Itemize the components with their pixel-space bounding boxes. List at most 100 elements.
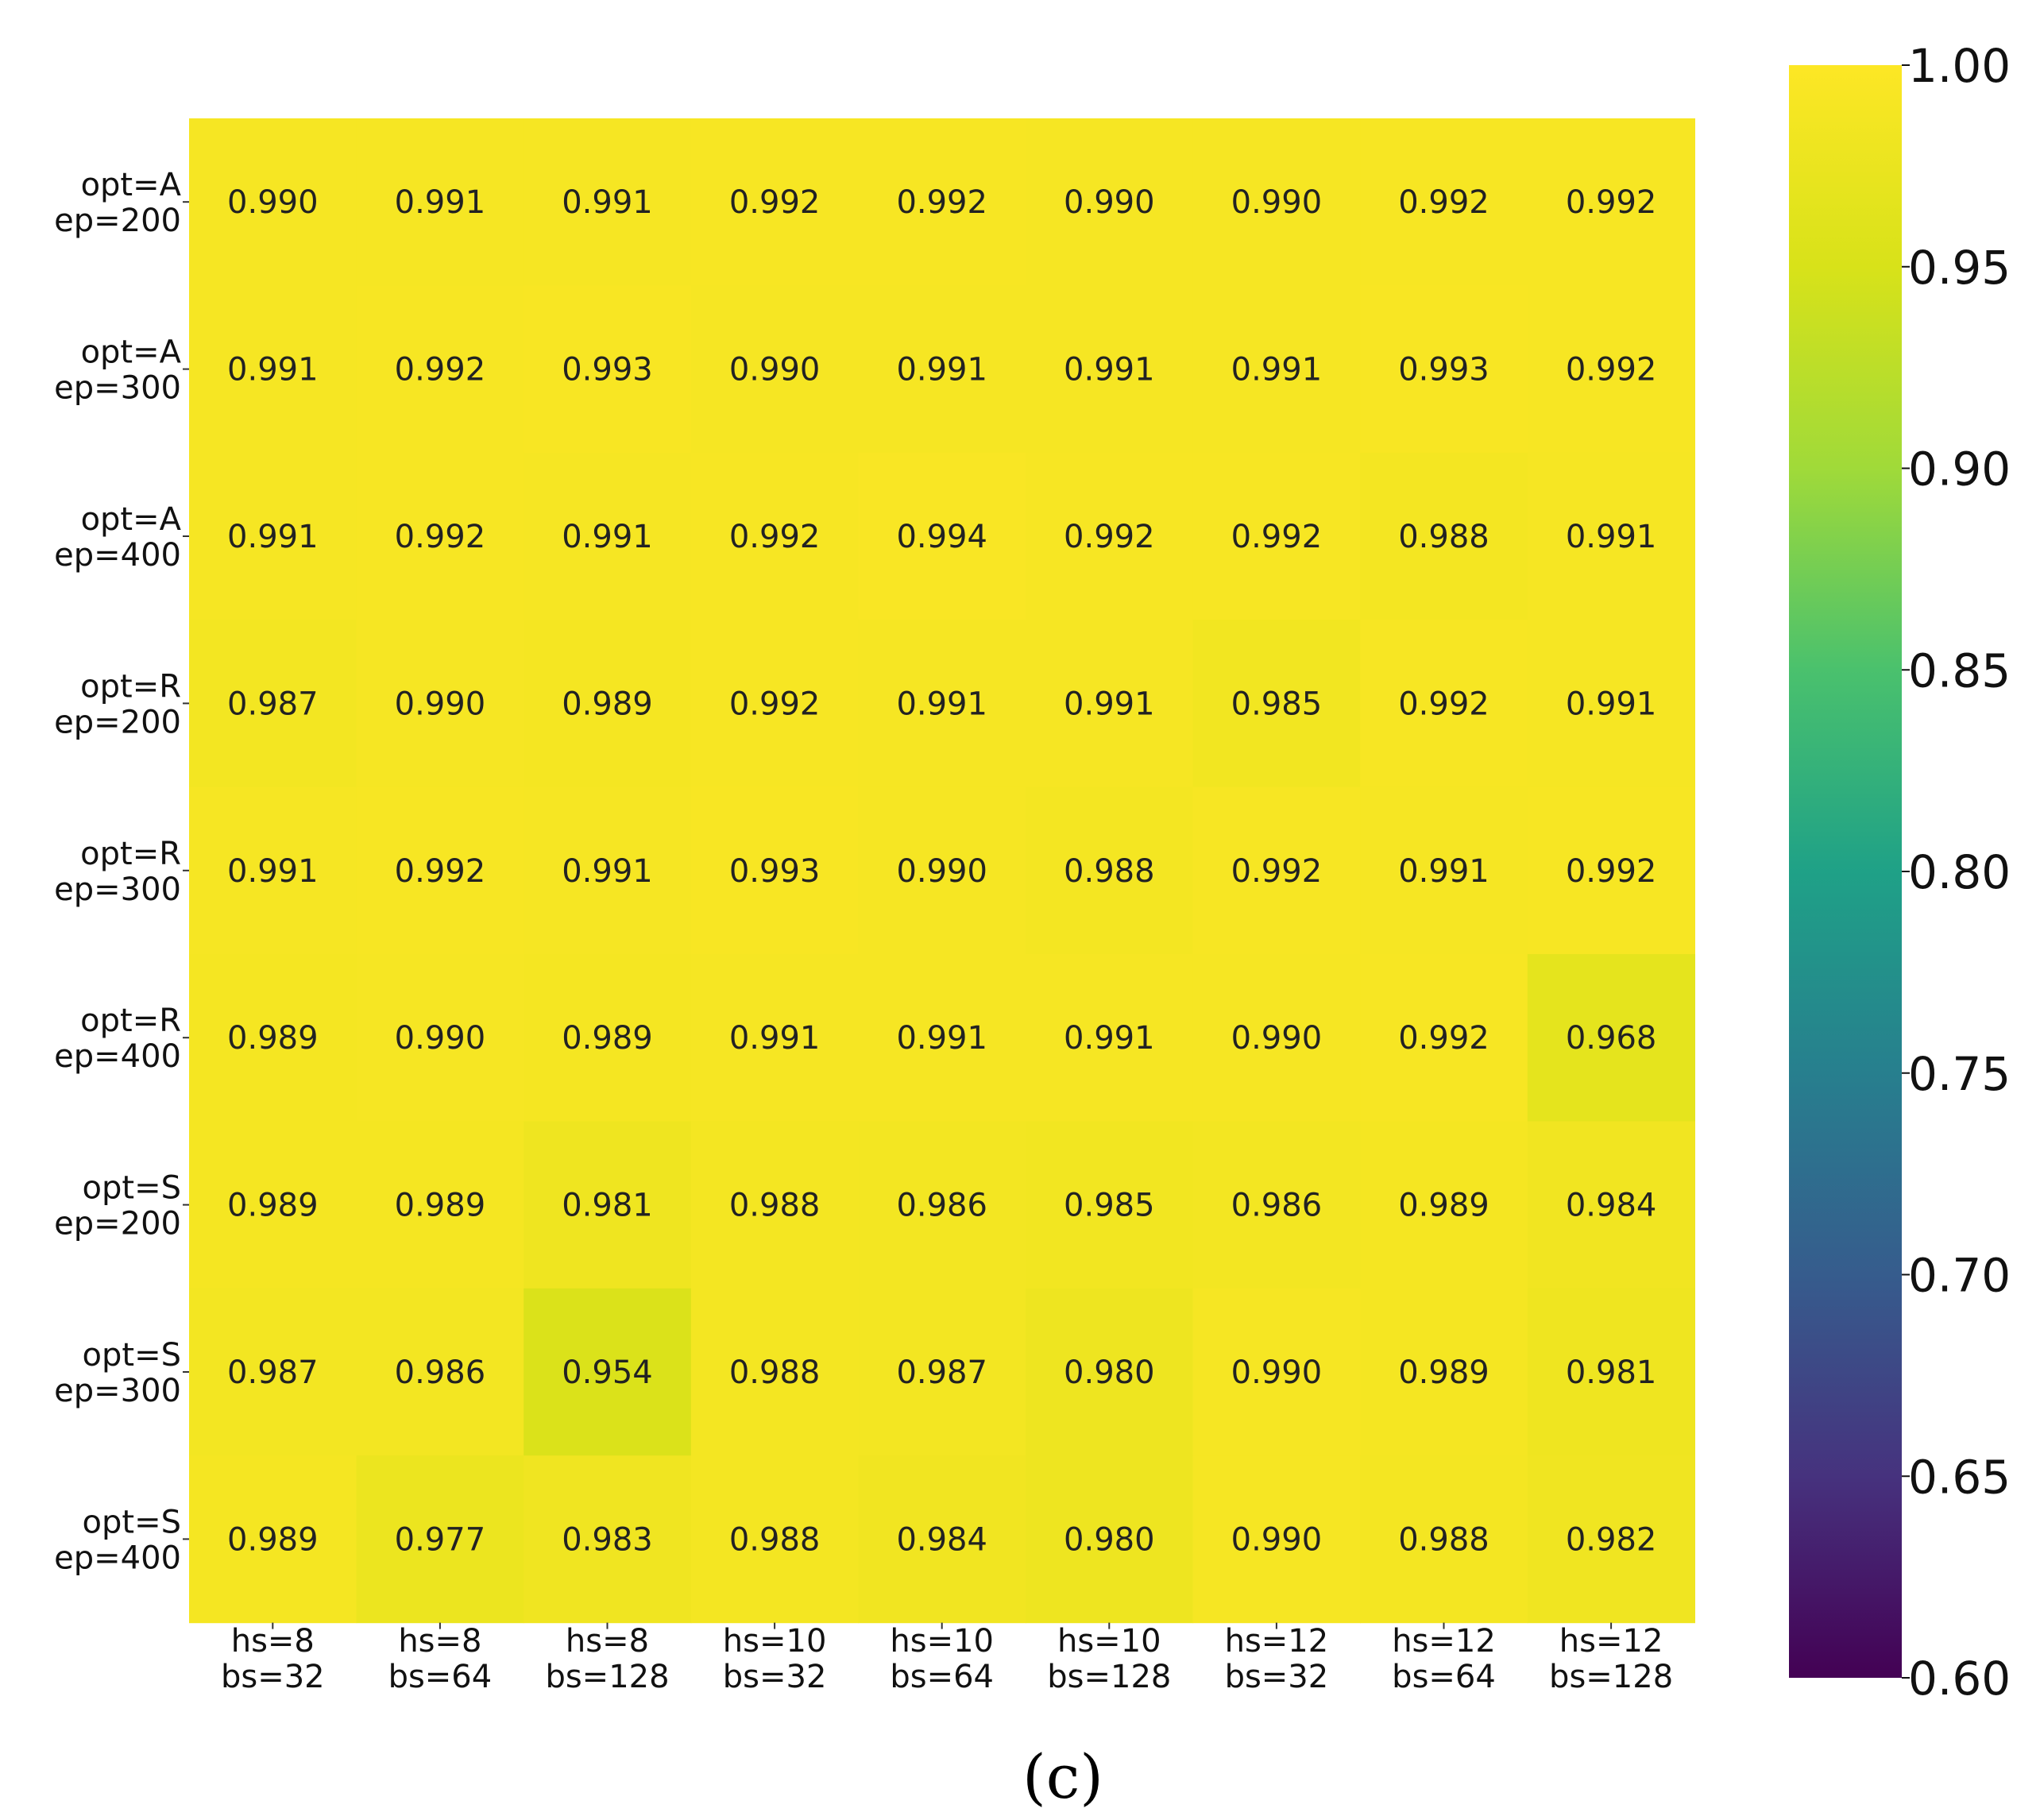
cell-value-label: 0.991 — [1231, 352, 1323, 388]
x-tick-label: bs=32 — [221, 1659, 325, 1695]
heatmap-cell — [858, 954, 1026, 1122]
heatmap-cell — [1192, 1121, 1361, 1289]
x-tick-label: bs=128 — [545, 1659, 669, 1695]
y-tick-label: ep=400 — [54, 537, 181, 574]
cell-value-label: 0.992 — [1231, 853, 1323, 890]
heatmap-cell — [1527, 1121, 1695, 1289]
heatmap-cell — [356, 954, 524, 1122]
cell-value-label: 0.988 — [1398, 519, 1489, 555]
heatmap-cell — [356, 1288, 524, 1456]
colorbar-tick-label: 0.65 — [1908, 1450, 2011, 1504]
heatmap-cell — [858, 620, 1026, 788]
heatmap-cell — [1192, 786, 1361, 955]
y-tick-label: ep=200 — [54, 1206, 181, 1242]
heatmap-cell — [524, 1455, 692, 1624]
cell-value-label: 0.989 — [395, 1188, 486, 1224]
cell-value-label: 0.991 — [896, 686, 987, 722]
cell-value-label: 0.992 — [1064, 519, 1155, 555]
y-tick-label: ep=300 — [54, 370, 181, 407]
cell-value-label: 0.981 — [1566, 1354, 1657, 1391]
cell-value-label: 0.984 — [1566, 1188, 1657, 1224]
cell-value-label: 0.992 — [896, 184, 987, 221]
heatmap-cell — [690, 1455, 859, 1624]
heatmap-cell — [1527, 1455, 1695, 1624]
cell-value-label: 0.985 — [1064, 1188, 1155, 1224]
heatmap-cell — [524, 1121, 692, 1289]
heatmap-cell — [1192, 1455, 1361, 1624]
colorbar-tick-label: 0.90 — [1908, 442, 2011, 497]
cell-value-label: 0.987 — [227, 686, 319, 722]
heatmap-cell — [690, 954, 859, 1122]
x-tick-label: hs=12 — [1392, 1623, 1496, 1660]
cell-value-label: 0.992 — [729, 686, 821, 722]
heatmap-cell — [524, 285, 692, 454]
y-tick-label: opt=R — [80, 1003, 181, 1039]
cell-value-label: 0.992 — [1398, 184, 1489, 221]
y-tick-label: ep=400 — [54, 1038, 181, 1075]
heatmap-cell — [1527, 620, 1695, 788]
cell-value-label: 0.990 — [395, 686, 486, 722]
heatmap-cell — [1527, 118, 1695, 286]
cell-value-label: 0.990 — [395, 1020, 486, 1057]
cell-value-label: 0.989 — [1398, 1354, 1489, 1391]
heatmap-cell — [1192, 1288, 1361, 1456]
cell-value-label: 0.990 — [1231, 184, 1323, 221]
cell-value-label: 0.991 — [896, 352, 987, 388]
y-tick-label: opt=A — [81, 167, 182, 203]
colorbar — [1789, 65, 1902, 1678]
heatmap-cell — [189, 1288, 357, 1456]
cell-value-label: 0.983 — [562, 1521, 653, 1558]
colorbar-gradient — [1789, 65, 1902, 1678]
y-tick-label: opt=S — [83, 1170, 181, 1207]
cell-value-label: 0.990 — [1231, 1020, 1323, 1057]
colorbar-tick-label: 0.75 — [1908, 1047, 2011, 1101]
heatmap-cell — [1192, 285, 1361, 454]
x-tick-label: bs=64 — [890, 1659, 994, 1695]
y-axis-tick-labels: opt=Aep=200opt=Aep=300opt=Aep=400opt=Rep… — [54, 167, 189, 1576]
x-tick-label: hs=10 — [723, 1623, 827, 1660]
cell-value-label: 0.992 — [1566, 853, 1657, 890]
cell-value-label: 0.989 — [1398, 1188, 1489, 1224]
heatmap-cell — [189, 620, 357, 788]
heatmap-cell — [356, 1121, 524, 1289]
heatmap-cell — [690, 1121, 859, 1289]
heatmap-cell — [690, 786, 859, 955]
x-tick-label: hs=10 — [890, 1623, 994, 1660]
heatmap-cell — [1026, 1455, 1194, 1624]
cell-value-label: 0.977 — [395, 1521, 486, 1558]
colorbar-tick-label: 0.95 — [1908, 241, 2011, 295]
cell-value-label: 0.992 — [395, 853, 486, 890]
cell-value-label: 0.991 — [562, 519, 653, 555]
cell-value-label: 0.985 — [1231, 686, 1323, 722]
cell-value-label: 0.986 — [395, 1354, 486, 1391]
x-tick-label: bs=128 — [1047, 1659, 1171, 1695]
heatmap-cell — [189, 1455, 357, 1624]
cell-value-label: 0.980 — [1064, 1354, 1155, 1391]
heatmap-cell — [189, 786, 357, 955]
heatmap-cell — [858, 285, 1026, 454]
cell-value-label: 0.968 — [1566, 1020, 1657, 1057]
y-tick-label: opt=R — [80, 836, 181, 872]
x-tick-label: hs=8 — [231, 1623, 315, 1660]
heatmap-cell — [1026, 1288, 1194, 1456]
x-tick-label: bs=64 — [1392, 1659, 1496, 1695]
y-tick-label: ep=300 — [54, 871, 181, 908]
cell-value-label: 0.984 — [896, 1521, 987, 1558]
heatmap-cell — [189, 954, 357, 1122]
cell-value-label: 0.991 — [1064, 352, 1155, 388]
cell-value-label: 0.991 — [729, 1020, 821, 1057]
heatmap-cell — [1527, 285, 1695, 454]
cell-value-label: 0.992 — [1231, 519, 1323, 555]
cell-value-label: 0.989 — [227, 1020, 319, 1057]
heatmap-cell — [858, 452, 1026, 620]
heatmap-cell — [1026, 786, 1194, 955]
cell-value-label: 0.990 — [896, 853, 987, 890]
y-tick-label: opt=A — [81, 501, 182, 538]
cell-value-label: 0.990 — [227, 184, 319, 221]
heatmap-cell — [1527, 786, 1695, 955]
colorbar-tick-label: 0.70 — [1908, 1249, 2011, 1303]
heatmap-cell — [690, 1288, 859, 1456]
cell-value-label: 0.991 — [1398, 853, 1489, 890]
cell-value-label: 0.992 — [729, 519, 821, 555]
y-tick-label: opt=S — [83, 1337, 181, 1374]
